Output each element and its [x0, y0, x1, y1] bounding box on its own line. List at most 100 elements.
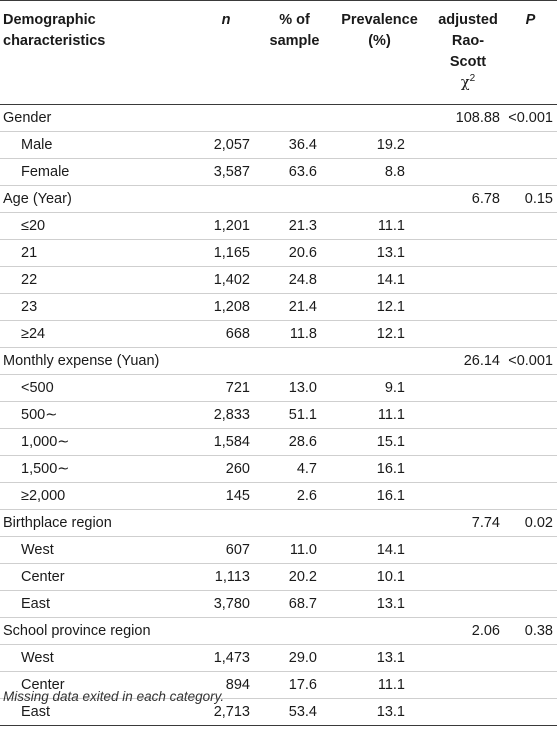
header-pct-sample: % of sample	[262, 0, 327, 105]
header-chi-symbol: χ	[460, 75, 470, 91]
row-pct-sample: 51.1	[262, 401, 327, 429]
row-chi2-empty	[432, 401, 504, 429]
row-p-empty	[504, 590, 557, 618]
row-prevalence: 11.1	[327, 212, 432, 240]
group-p-value: 0.15	[504, 185, 557, 213]
group-n-empty	[190, 617, 262, 645]
row-pct-sample: 11.8	[262, 320, 327, 348]
row-n: 145	[190, 482, 262, 510]
row-chi2-empty	[432, 158, 504, 186]
table-row: 23 1,208 21.4 12.1	[0, 293, 557, 321]
row-prevalence: 11.1	[327, 671, 432, 699]
row-label: Female	[0, 158, 190, 186]
table-row: 500∼ 2,833 51.1 11.1	[0, 401, 557, 429]
row-n: 668	[190, 320, 262, 348]
row-prevalence: 16.1	[327, 455, 432, 483]
row-label: West	[0, 536, 190, 564]
row-label: Male	[0, 131, 190, 159]
row-label: 23	[0, 293, 190, 321]
row-chi2-empty	[432, 212, 504, 240]
row-chi2-empty	[432, 563, 504, 591]
row-pct-sample: 4.7	[262, 455, 327, 483]
row-pct-sample: 11.0	[262, 536, 327, 564]
group-row: Birthplace region 7.74 0.02	[0, 509, 557, 537]
table-row: ≤20 1,201 21.3 11.1	[0, 212, 557, 240]
row-prevalence: 13.1	[327, 590, 432, 618]
table-row: Male 2,057 36.4 19.2	[0, 131, 557, 159]
table-row: East 3,780 68.7 13.1	[0, 590, 557, 618]
row-prevalence: 12.1	[327, 320, 432, 348]
row-label: <500	[0, 374, 190, 402]
row-prevalence: 10.1	[327, 563, 432, 591]
row-p-empty	[504, 212, 557, 240]
row-chi2-empty	[432, 671, 504, 699]
group-p-value: <0.001	[504, 347, 557, 375]
row-prevalence: 14.1	[327, 536, 432, 564]
row-p-empty	[504, 239, 557, 267]
group-n-empty	[190, 104, 262, 132]
row-label: 1,000∼	[0, 428, 190, 456]
row-label: 22	[0, 266, 190, 294]
row-pct-sample: 20.2	[262, 563, 327, 591]
row-chi2-empty	[432, 131, 504, 159]
row-n: 1,584	[190, 428, 262, 456]
row-label: 21	[0, 239, 190, 267]
row-p-empty	[504, 536, 557, 564]
group-p-value: <0.001	[504, 104, 557, 132]
row-n: 2,713	[190, 698, 262, 726]
row-label: East	[0, 698, 190, 726]
row-prevalence: 13.1	[327, 644, 432, 672]
group-label: Monthly expense (Yuan)	[0, 347, 190, 375]
row-label: East	[0, 590, 190, 618]
group-label: Age (Year)	[0, 185, 190, 213]
row-prevalence: 13.1	[327, 239, 432, 267]
group-chi2-value: 7.74	[432, 509, 504, 537]
row-p-empty	[504, 293, 557, 321]
row-pct-sample: 17.6	[262, 671, 327, 699]
group-label: Gender	[0, 104, 190, 132]
group-prev-empty	[327, 347, 432, 375]
group-pct-empty	[262, 104, 327, 132]
group-row: Monthly expense (Yuan) 26.14 <0.001	[0, 347, 557, 375]
group-pct-empty	[262, 347, 327, 375]
group-chi2-value: 26.14	[432, 347, 504, 375]
row-pct-sample: 2.6	[262, 482, 327, 510]
header-demographic: Demographic characteristics	[0, 0, 190, 105]
table-header: Demographic characteristics n % of sampl…	[0, 0, 557, 105]
table-row: ≥2,000 145 2.6 16.1	[0, 482, 557, 510]
group-chi2-value: 2.06	[432, 617, 504, 645]
group-n-empty	[190, 185, 262, 213]
row-chi2-empty	[432, 482, 504, 510]
row-prevalence: 14.1	[327, 266, 432, 294]
row-chi2-empty	[432, 266, 504, 294]
row-chi2-empty	[432, 455, 504, 483]
row-n: 1,402	[190, 266, 262, 294]
row-n: 2,833	[190, 401, 262, 429]
row-label: 1,500∼	[0, 455, 190, 483]
row-p-empty	[504, 482, 557, 510]
row-pct-sample: 29.0	[262, 644, 327, 672]
group-n-empty	[190, 347, 262, 375]
row-chi2-empty	[432, 293, 504, 321]
row-pct-sample: 24.8	[262, 266, 327, 294]
row-p-empty	[504, 644, 557, 672]
row-p-empty	[504, 158, 557, 186]
row-p-empty	[504, 401, 557, 429]
group-row: Gender 108.88 <0.001	[0, 104, 557, 132]
row-p-empty	[504, 320, 557, 348]
group-n-empty	[190, 509, 262, 537]
table-row: 21 1,165 20.6 13.1	[0, 239, 557, 267]
header-row: Demographic characteristics n % of sampl…	[0, 0, 557, 105]
group-prev-empty	[327, 185, 432, 213]
row-n: 260	[190, 455, 262, 483]
row-prevalence: 11.1	[327, 401, 432, 429]
row-chi2-empty	[432, 698, 504, 726]
row-chi2-empty	[432, 374, 504, 402]
row-pct-sample: 21.4	[262, 293, 327, 321]
row-pct-sample: 28.6	[262, 428, 327, 456]
row-chi2-empty	[432, 590, 504, 618]
table-row: East 2,713 53.4 13.1	[0, 698, 557, 726]
row-p-empty	[504, 428, 557, 456]
group-pct-empty	[262, 617, 327, 645]
table-body: Gender 108.88 <0.001 Male 2,057 36.4 19.2 Femal…	[0, 104, 557, 726]
